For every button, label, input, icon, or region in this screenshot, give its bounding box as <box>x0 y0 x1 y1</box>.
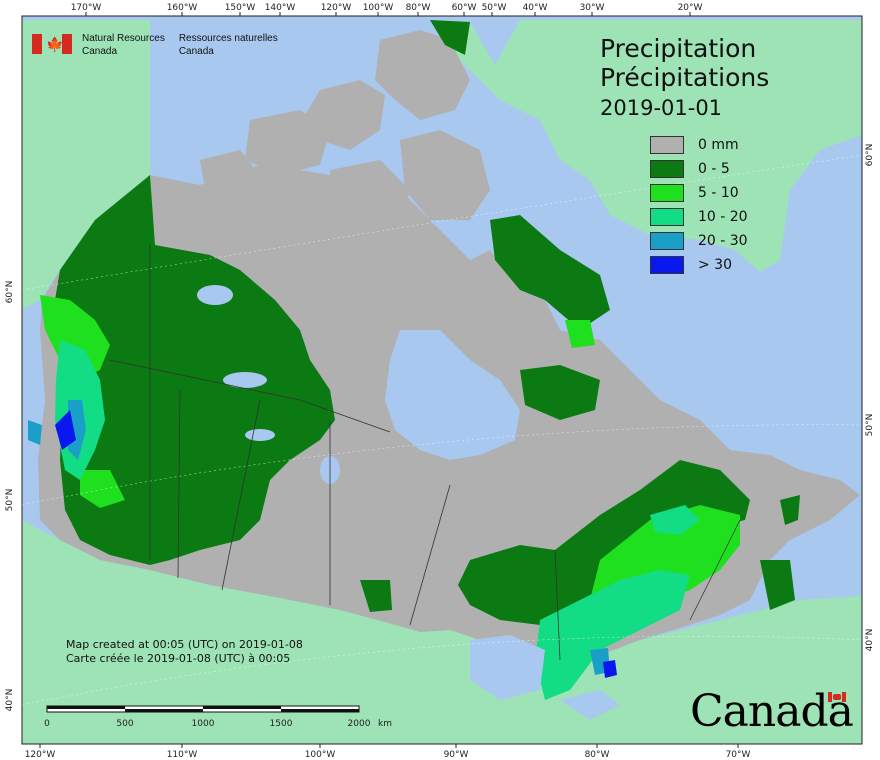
scale-unit: km <box>378 719 392 729</box>
left-label-2: 40°N <box>5 689 15 712</box>
top-label-5: 100°W <box>363 3 394 13</box>
usa <box>22 520 862 744</box>
left-label-1: 50°N <box>5 489 15 512</box>
top-label-7: 60°W <box>452 3 477 13</box>
right-label-1: 50°N <box>865 414 875 437</box>
agency-name-fr: Ressources naturelles Canada <box>178 33 278 57</box>
precip-0-5 <box>55 20 800 625</box>
legend-label: 10 - 20 <box>698 209 748 225</box>
agency-name-en: Natural Resources Canada <box>82 33 165 57</box>
legend-item: 20 - 30 <box>650 229 748 253</box>
bottom-label-0: 120°W <box>25 750 56 760</box>
bottom-label-4: 80°W <box>585 750 610 760</box>
top-label-4: 120°W <box>321 3 352 13</box>
legend-swatch <box>650 232 684 250</box>
legend-label: 0 mm <box>698 137 739 153</box>
right-label-0: 60°N <box>865 144 875 167</box>
map-frame <box>21 15 863 745</box>
legend-item: 0 mm <box>650 133 748 157</box>
precip-over-30 <box>55 410 617 678</box>
nrcan-signature: 🍁 Natural Resources Canada Ressources na… <box>32 32 292 58</box>
left-label-0: 60°N <box>5 281 15 304</box>
title-en: Precipitation <box>600 34 757 63</box>
scale-label-3: 1500 <box>270 719 293 729</box>
top-label-2: 150°W <box>225 3 256 13</box>
bottom-ticks <box>39 744 739 748</box>
canada-flag-icon: 🍁 <box>32 34 72 54</box>
bottom-label-2: 100°W <box>305 750 336 760</box>
scale-bar: 0 500 1000 1500 2000 km <box>44 705 392 729</box>
legend-item: 0 - 5 <box>650 157 748 181</box>
top-label-10: 30°W <box>580 3 605 13</box>
legend-item: 5 - 10 <box>650 181 748 205</box>
scale-label-2: 1000 <box>192 719 215 729</box>
map-title: Precipitation Précipitations 2019-01-01 <box>600 34 769 122</box>
top-label-11: 20°W <box>678 3 703 13</box>
lakes <box>197 285 620 720</box>
legend-swatch <box>650 160 684 178</box>
arctic-islands <box>200 30 490 240</box>
legend-swatch <box>650 184 684 202</box>
scale-label-4: 2000 <box>348 719 371 729</box>
top-label-0: 170°W <box>71 3 102 13</box>
bottom-label-3: 90°W <box>444 750 469 760</box>
legend-swatch <box>650 208 684 226</box>
credit-fr: Carte créée le 2019-01-08 (UTC) à 00:05 <box>66 652 291 665</box>
title-date: 2019-01-01 <box>600 96 723 120</box>
top-label-8: 50°W <box>482 3 507 13</box>
legend-label: > 30 <box>698 257 732 273</box>
top-label-1: 160°W <box>167 3 198 13</box>
bottom-label-1: 110°W <box>167 750 198 760</box>
top-label-3: 140°W <box>265 3 296 13</box>
legend: 0 mm 0 - 5 5 - 10 10 - 20 20 - 30 > 30 <box>650 133 748 277</box>
top-ticks <box>85 12 691 16</box>
legend-label: 20 - 30 <box>698 233 748 249</box>
canada-wordmark: Canada <box>690 686 854 737</box>
map-credit: Map created at 00:05 (UTC) on 2019-01-08… <box>66 638 303 666</box>
credit-en: Map created at 00:05 (UTC) on 2019-01-08 <box>66 638 303 651</box>
alaska <box>22 20 150 310</box>
right-label-2: 40°N <box>865 629 875 652</box>
top-label-9: 40°W <box>523 3 548 13</box>
legend-item: > 30 <box>650 253 748 277</box>
scale-label-1: 500 <box>116 719 133 729</box>
legend-label: 5 - 10 <box>698 185 739 201</box>
province-boundaries <box>109 245 741 661</box>
legend-item: 10 - 20 <box>650 205 748 229</box>
top-label-6: 80°W <box>406 3 431 13</box>
scale-label-0: 0 <box>44 719 50 729</box>
legend-swatch <box>650 256 684 274</box>
hudson-bay <box>385 330 520 460</box>
wordmark-flag-icon <box>828 692 846 702</box>
bottom-label-5: 70°W <box>726 750 751 760</box>
title-fr: Précipitations <box>600 63 770 92</box>
legend-label: 0 - 5 <box>698 161 730 177</box>
legend-swatch <box>650 136 684 154</box>
